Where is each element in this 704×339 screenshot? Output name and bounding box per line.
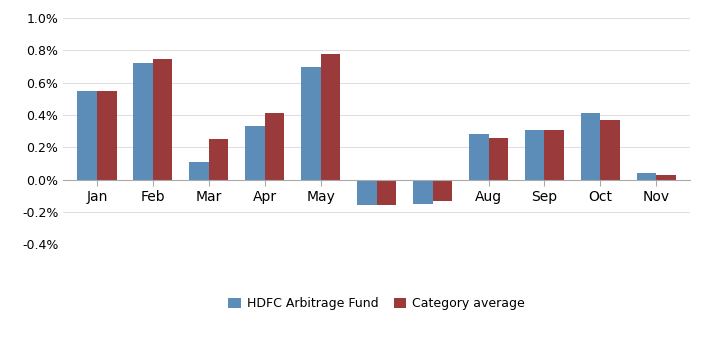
Bar — [544, 129, 564, 180]
Bar — [357, 180, 377, 205]
Bar — [189, 162, 209, 180]
Bar — [153, 59, 172, 180]
Bar — [77, 91, 97, 180]
Bar — [97, 91, 116, 180]
Bar — [301, 67, 321, 180]
Bar — [637, 173, 656, 180]
Bar — [321, 54, 340, 180]
Bar — [133, 63, 153, 180]
Bar — [656, 175, 676, 180]
Bar — [525, 129, 544, 180]
Legend: HDFC Arbitrage Fund, Category average: HDFC Arbitrage Fund, Category average — [223, 293, 530, 315]
Bar — [265, 114, 284, 180]
Bar — [489, 138, 508, 180]
Bar — [413, 180, 432, 204]
Bar — [432, 180, 452, 201]
Bar — [581, 114, 601, 180]
Bar — [469, 134, 489, 180]
Bar — [245, 126, 265, 180]
Bar — [377, 180, 396, 205]
Bar — [209, 139, 228, 180]
Bar — [601, 120, 620, 180]
